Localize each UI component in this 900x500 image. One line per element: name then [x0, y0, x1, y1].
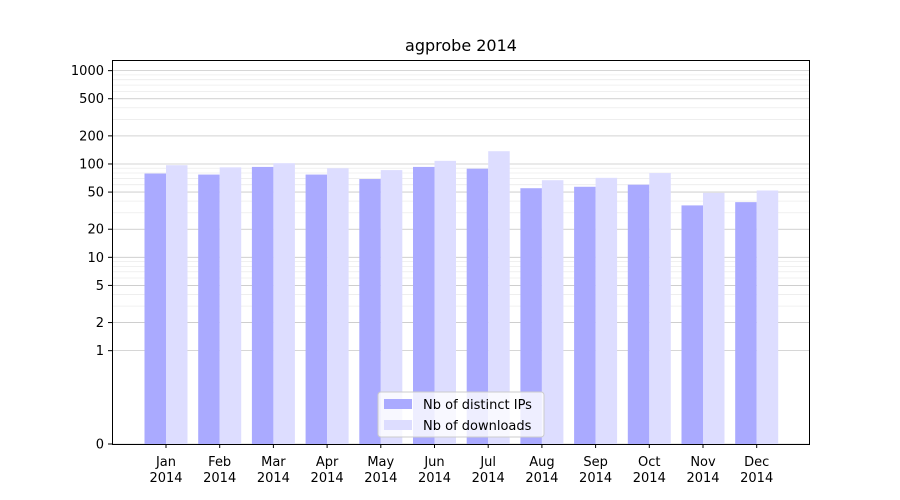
- legend-label: Nb of distinct IPs: [423, 398, 532, 413]
- bar-distinct-ips: [305, 174, 328, 444]
- y-tick-label: 100: [79, 157, 104, 172]
- y-tick-label: 2: [96, 316, 104, 331]
- x-tick-label: Sep 2014: [579, 455, 612, 486]
- x-tick-label: Dec 2014: [740, 455, 773, 486]
- x-tick-label: Jan 2014: [149, 455, 182, 486]
- bar-distinct-ips: [466, 168, 489, 444]
- bar-downloads: [595, 177, 618, 444]
- bar-downloads: [327, 168, 349, 445]
- x-tick-label: May 2014: [364, 455, 397, 486]
- x-tick-label: Nov 2014: [686, 455, 719, 486]
- bars: [144, 151, 779, 445]
- y-tick-label: 500: [79, 92, 104, 107]
- y-tick-label: 5: [96, 279, 104, 294]
- legend-box: [377, 391, 545, 438]
- bar-distinct-ips: [627, 184, 650, 444]
- y-tick-label: 1000: [71, 64, 104, 79]
- x-tick-label: Jun 2014: [418, 455, 451, 486]
- x-tick-label: Feb 2014: [203, 455, 236, 486]
- legend-label: Nb of downloads: [423, 419, 532, 434]
- bar-distinct-ips: [413, 166, 435, 445]
- y-tick-label: 10: [87, 251, 104, 266]
- legend: Nb of distinct IPs Nb of downloads: [377, 391, 545, 438]
- x-tick-label: Apr 2014: [311, 455, 344, 486]
- bar-downloads: [756, 190, 779, 444]
- chart-title: agprobe 2014: [405, 36, 517, 55]
- legend-swatch: [384, 420, 412, 430]
- x-tick-label: Oct 2014: [633, 455, 666, 486]
- legend-swatch: [384, 399, 412, 409]
- bar-downloads: [219, 167, 242, 444]
- bar-distinct-ips: [359, 179, 381, 444]
- bar-distinct-ips: [681, 205, 703, 444]
- bar-downloads: [541, 180, 564, 445]
- y-tick-label: 1: [96, 344, 104, 359]
- y-tick-label: 0: [96, 438, 104, 453]
- x-tick-label: Mar 2014: [257, 455, 290, 486]
- bar-distinct-ips: [144, 173, 166, 445]
- bar-distinct-ips: [574, 186, 596, 444]
- y-tick-label: 200: [79, 129, 104, 144]
- x-axis: Jan 2014 Feb 2014 Mar 2014 Apr 2014 May 2014 Jun 20…: [149, 444, 773, 486]
- bar-distinct-ips: [198, 174, 220, 444]
- y-tick-label: 50: [87, 186, 104, 201]
- bar-distinct-ips: [735, 202, 757, 444]
- y-tick-label: 20: [87, 223, 104, 238]
- bar-downloads: [434, 160, 456, 445]
- bar-downloads: [380, 170, 403, 444]
- x-tick-label: Aug 2014: [525, 455, 558, 486]
- y-axis: 0 1 2 5 10 20 50 100 200 500 1000: [71, 64, 112, 453]
- bar-downloads: [703, 192, 725, 444]
- bar-downloads: [166, 165, 188, 445]
- bar-downloads: [273, 163, 295, 444]
- plot-area: [112, 60, 810, 445]
- bar-downloads: [649, 173, 671, 444]
- x-tick-label: Jul 2014: [472, 455, 505, 486]
- bar-distinct-ips: [251, 166, 274, 445]
- bar-downloads: [488, 151, 510, 444]
- bar-distinct-ips: [520, 188, 542, 444]
